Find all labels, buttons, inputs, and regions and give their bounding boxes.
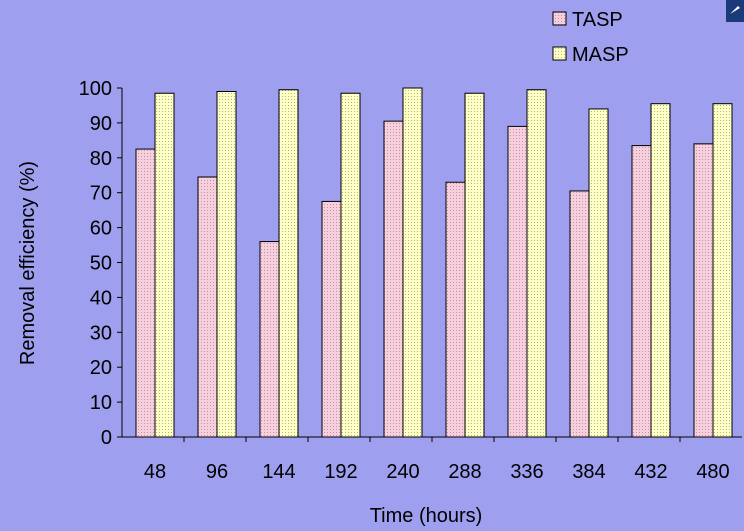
- corner-icon: [726, 0, 744, 22]
- x-tick-label: 384: [572, 461, 605, 483]
- x-tick-label: 96: [206, 461, 228, 483]
- x-tick-label: 480: [696, 461, 729, 483]
- legend-swatch-tasp: [552, 11, 567, 26]
- x-tick-label: 240: [386, 461, 419, 483]
- legend-item-masp: MASP: [552, 44, 629, 66]
- bar-tasp-480: [693, 143, 714, 438]
- y-tick-label: 20: [90, 357, 112, 379]
- bars: [135, 87, 733, 438]
- bar-masp-240: [402, 87, 423, 438]
- y-tick-label: 60: [90, 218, 112, 240]
- bar-masp-144: [278, 89, 299, 438]
- x-tick-label: 288: [448, 461, 481, 483]
- y-tick-label: 70: [90, 183, 112, 205]
- x-axis-ticks: 48 96 144 192 240 288 336 384 432 480: [144, 437, 730, 483]
- bar-masp-96: [216, 90, 237, 438]
- bar-masp-432: [650, 103, 671, 438]
- y-axis-ticks: 0 10 20 30 40 50 60 70 80 90 100: [79, 78, 122, 449]
- bar-tasp-144: [259, 241, 280, 438]
- y-tick-label: 90: [90, 113, 112, 135]
- y-tick-label: 40: [90, 287, 112, 309]
- bar-tasp-240: [383, 120, 404, 438]
- bar-masp-384: [588, 108, 609, 438]
- x-tick-label: 432: [634, 461, 667, 483]
- bar-masp-48: [154, 92, 175, 438]
- bar-tasp-192: [321, 200, 342, 438]
- x-tick-label: 192: [324, 461, 357, 483]
- bar-tasp-288: [445, 181, 466, 438]
- bar-masp-288: [464, 92, 485, 438]
- x-tick-label: 144: [262, 461, 295, 483]
- bar-tasp-96: [197, 176, 218, 438]
- legend-swatch-masp: [552, 46, 567, 61]
- bar-tasp-384: [569, 190, 590, 438]
- legend: TASP MASP: [552, 9, 629, 66]
- bar-tasp-48: [135, 148, 156, 438]
- y-tick-label: 50: [90, 253, 112, 275]
- y-tick-label: 30: [90, 322, 112, 344]
- y-axis-title: Removal efficiency (%): [17, 161, 39, 365]
- bar-masp-336: [526, 89, 547, 438]
- bar-tasp-432: [631, 145, 652, 438]
- y-tick-label: 0: [101, 427, 112, 449]
- bar-masp-192: [340, 92, 361, 438]
- x-axis-title: Time (hours): [370, 505, 483, 527]
- y-tick-label: 80: [90, 148, 112, 170]
- x-tick-label: 48: [144, 461, 166, 483]
- legend-label-tasp: TASP: [572, 9, 623, 31]
- y-tick-label: 10: [90, 392, 112, 414]
- legend-item-tasp: TASP: [552, 9, 623, 31]
- x-tick-label: 336: [510, 461, 543, 483]
- bar-tasp-336: [507, 125, 528, 438]
- bar-masp-480: [712, 103, 733, 438]
- y-tick-label: 100: [79, 78, 112, 100]
- legend-label-masp: MASP: [572, 44, 629, 66]
